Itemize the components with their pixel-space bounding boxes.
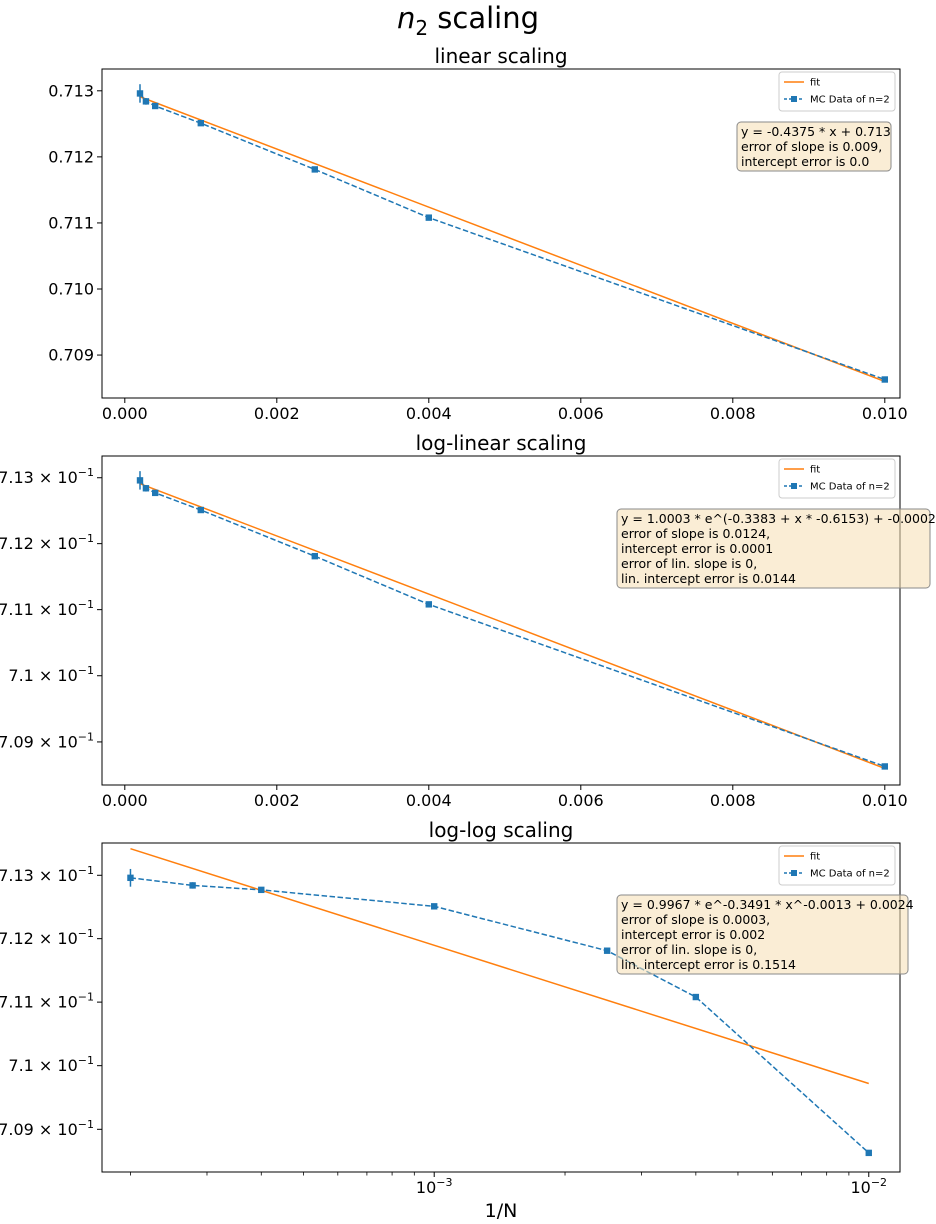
data-point xyxy=(136,90,144,97)
data-point xyxy=(311,552,318,560)
data-point xyxy=(425,601,432,608)
subplot-title: linear scaling xyxy=(434,44,567,68)
x-tick-label: 0.010 xyxy=(862,791,908,810)
data-point xyxy=(311,166,318,173)
legend-mc-label: MC Data of n=2 xyxy=(810,95,890,106)
subplots: linear scaling 0.000 0.002 0.004 0.006 0.008 0… xyxy=(0,44,936,1222)
fit-line xyxy=(139,482,886,770)
legend-box xyxy=(778,71,896,112)
legend-box xyxy=(778,458,896,499)
subplot-3: log-log scaling 10−3 10−2 7.09 × 10−1 7.1 × … xyxy=(0,818,914,1222)
legend-box xyxy=(778,845,896,886)
data-point xyxy=(197,119,204,127)
y-tick-label: 7.13 × 10−1 xyxy=(0,466,94,487)
x-tick-label: 0.000 xyxy=(102,404,148,423)
y-tick-label: 0.710 xyxy=(48,279,94,298)
data-point xyxy=(152,489,159,497)
axes-frame xyxy=(101,842,901,1173)
x-tick-label: 0.006 xyxy=(558,791,604,810)
data-point xyxy=(881,763,888,770)
y-tick-label: 7.11 × 10−1 xyxy=(0,991,94,1012)
y-tick-label: 7.1 × 10−1 xyxy=(8,664,94,685)
data-point xyxy=(425,214,432,221)
y-tick-label: 7.12 × 10−1 xyxy=(0,532,94,553)
x-tick-label: 0.008 xyxy=(710,404,756,423)
annotation-line: error of slope is 0.009, xyxy=(741,139,882,154)
data-point xyxy=(865,1149,872,1157)
x-tick-label: 0.006 xyxy=(558,404,604,423)
y-tick-label: 7.11 × 10−1 xyxy=(0,598,94,619)
legend-mc-marker xyxy=(791,96,797,102)
data-point xyxy=(127,874,134,882)
annotation-line: y = 1.0003 * e^(-0.3383 + x * -0.6153) +… xyxy=(621,511,936,526)
x-tick-label: 0.000 xyxy=(102,791,148,810)
x-tick-label: 10−3 xyxy=(416,1176,453,1197)
annotation-box xyxy=(736,121,892,172)
data-point xyxy=(142,485,150,492)
y-tick-label: 7.13 × 10−1 xyxy=(0,864,94,885)
legend-mc-label: MC Data of n=2 xyxy=(810,869,890,880)
data-point xyxy=(603,947,611,954)
x-axis-label: 1/N xyxy=(485,1200,518,1222)
data-point xyxy=(881,376,888,383)
annotation-line: error of lin. slope is 0, xyxy=(621,942,757,957)
annotation-line: intercept error is 0.002 xyxy=(621,927,765,942)
data-point xyxy=(197,506,204,514)
annotation-line: intercept error is 0.0001 xyxy=(621,541,773,556)
y-tick-label: 0.713 xyxy=(48,81,94,100)
data-point xyxy=(431,903,438,910)
y-tick-label: 0.712 xyxy=(48,147,94,166)
fit-line xyxy=(130,847,869,1085)
annotation-line: lin. intercept error is 0.1514 xyxy=(621,957,796,972)
subplot-title: log-log scaling xyxy=(429,818,574,842)
y-tick-label: 7.09 × 10−1 xyxy=(0,730,94,751)
annotation-line: y = 0.9967 * e^-0.3491 * x^-0.0013 + 0.0… xyxy=(621,897,914,912)
subplot-1: linear scaling 0.000 0.002 0.004 0.006 0.008 0… xyxy=(48,44,908,423)
subplot-title: log-linear scaling xyxy=(416,431,587,455)
annotation-line: lin. intercept error is 0.0144 xyxy=(621,571,796,586)
fit-line xyxy=(139,96,886,383)
annotation-box xyxy=(616,508,931,589)
legend-mc-marker xyxy=(791,483,797,489)
y-tick-label: 0.711 xyxy=(48,213,94,232)
y-tick-label: 7.09 × 10−1 xyxy=(0,1118,94,1139)
legend-fit-label: fit xyxy=(810,465,820,476)
annotation-line: error of slope is 0.0003, xyxy=(621,912,770,927)
x-tick-label: 0.008 xyxy=(710,791,756,810)
axes-frame xyxy=(101,455,901,786)
data-point xyxy=(692,993,700,1001)
subplot-2: log-linear scaling 0.000 0.002 0.004 0.006 0.… xyxy=(0,431,936,810)
y-tick-label: 0.709 xyxy=(48,346,94,365)
annotation-line: intercept error is 0.0 xyxy=(741,154,869,169)
x-tick-label: 0.004 xyxy=(406,404,452,423)
x-tick-label: 10−2 xyxy=(850,1176,887,1197)
x-tick-label: 0.004 xyxy=(406,791,452,810)
data-point xyxy=(258,886,265,894)
annotation-box xyxy=(616,894,909,975)
x-tick-label: 0.002 xyxy=(254,404,300,423)
x-tick-label: 0.010 xyxy=(862,404,908,423)
y-tick-label: 7.12 × 10−1 xyxy=(0,927,94,948)
legend-mc-marker xyxy=(791,870,797,876)
data-point xyxy=(136,477,144,484)
data-point xyxy=(189,882,196,889)
legend-mc-label: MC Data of n=2 xyxy=(810,482,890,493)
y-tick-label: 7.1 × 10−1 xyxy=(8,1054,94,1075)
x-tick-label: 0.002 xyxy=(254,791,300,810)
legend-fit-label: fit xyxy=(810,852,820,863)
annotation-line: error of lin. slope is 0, xyxy=(621,556,757,571)
figure-title: n2 scaling xyxy=(397,1,539,40)
data-point xyxy=(142,98,150,105)
annotation-line: error of slope is 0.0124, xyxy=(621,526,770,541)
annotation-line: y = -0.4375 * x + 0.713 xyxy=(741,124,891,139)
legend-fit-label: fit xyxy=(810,78,820,89)
axes-frame xyxy=(101,68,901,399)
data-point xyxy=(152,102,159,110)
